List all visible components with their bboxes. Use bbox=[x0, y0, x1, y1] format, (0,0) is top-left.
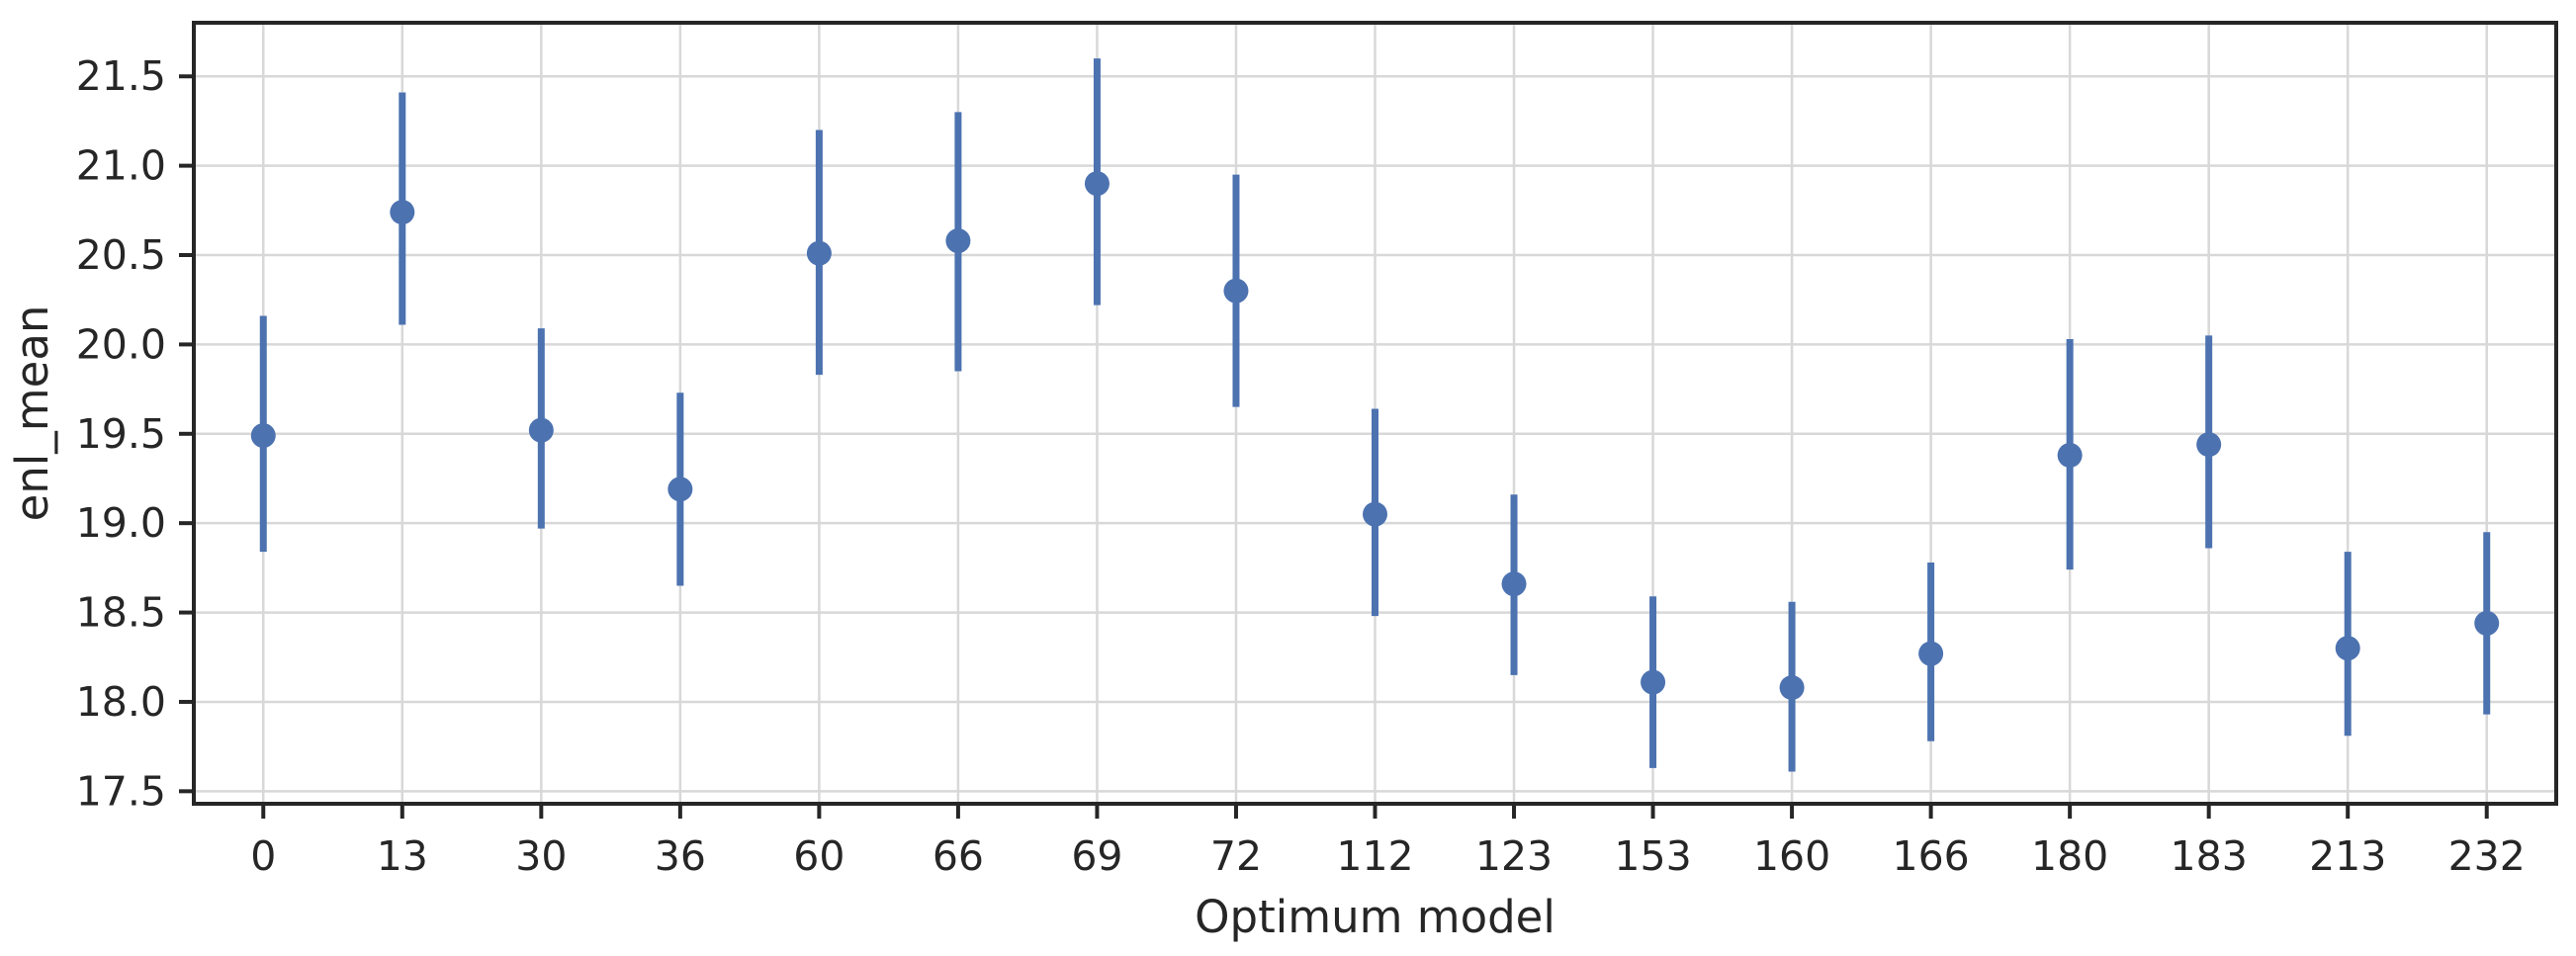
x-tick-label: 160 bbox=[1753, 832, 1830, 880]
data-point-marker bbox=[1223, 278, 1249, 304]
x-tick-label: 180 bbox=[2031, 832, 2108, 880]
x-tick-label: 213 bbox=[2309, 832, 2386, 880]
x-tick-label: 60 bbox=[793, 832, 844, 880]
x-tick-label: 183 bbox=[2171, 832, 2248, 880]
data-points bbox=[250, 171, 2500, 700]
data-point-marker bbox=[1918, 641, 1944, 666]
data-point-marker bbox=[2196, 432, 2222, 458]
x-tick-label: 153 bbox=[1614, 832, 1691, 880]
x-tick-label: 36 bbox=[655, 832, 706, 880]
x-tick-label: 232 bbox=[2448, 832, 2526, 880]
x-tick-label: 112 bbox=[1336, 832, 1413, 880]
data-point-marker bbox=[1363, 501, 1387, 527]
data-point-marker bbox=[1084, 171, 1110, 197]
x-tick-label: 166 bbox=[1892, 832, 1969, 880]
y-tick-label: 17.5 bbox=[76, 767, 166, 815]
y-tick-label: 20.5 bbox=[76, 231, 166, 279]
tick-marks bbox=[179, 74, 2489, 819]
data-point-marker bbox=[945, 228, 971, 254]
data-point-marker bbox=[250, 423, 276, 449]
y-tick-label: 19.0 bbox=[76, 499, 166, 547]
x-tick-label: 123 bbox=[1475, 832, 1553, 880]
x-tick-label: 66 bbox=[933, 832, 984, 880]
y-tick-label: 18.5 bbox=[76, 589, 166, 637]
data-point-marker bbox=[1641, 669, 1666, 695]
data-point-marker bbox=[2335, 636, 2360, 661]
data-point-marker bbox=[2057, 442, 2083, 468]
plot-border bbox=[192, 21, 2558, 806]
x-tick-label: 13 bbox=[377, 832, 428, 880]
data-point-marker bbox=[2474, 610, 2500, 636]
x-tick-label: 72 bbox=[1210, 832, 1262, 880]
y-tick-label: 21.0 bbox=[76, 142, 166, 190]
y-tick-label: 21.5 bbox=[76, 52, 166, 100]
x-tick-label: 30 bbox=[515, 832, 567, 880]
data-point-marker bbox=[667, 477, 693, 502]
y-tick-label: 19.5 bbox=[76, 410, 166, 458]
x-tick-label: 0 bbox=[250, 832, 276, 880]
x-axis-label: Optimum model bbox=[1195, 891, 1555, 943]
data-point-marker bbox=[1779, 674, 1805, 700]
data-point-marker bbox=[806, 240, 832, 266]
y-tick-label: 20.0 bbox=[76, 320, 166, 368]
y-tick-label: 18.0 bbox=[76, 678, 166, 726]
y-tick-labels: 17.5 18.0 18.5 19.0 19.5 20.0 20.5 21.0 21.5 bbox=[76, 52, 166, 815]
data-point-marker bbox=[390, 200, 415, 225]
x-tick-label: 69 bbox=[1071, 832, 1122, 880]
data-point-marker bbox=[1501, 571, 1527, 597]
x-tick-labels: 0 13 30 36 60 66 69 72 112 123 153 160 166 180 183 213 2… bbox=[250, 832, 2526, 880]
data-point-marker bbox=[528, 417, 554, 443]
y-axis-label: enl_mean bbox=[6, 305, 58, 522]
